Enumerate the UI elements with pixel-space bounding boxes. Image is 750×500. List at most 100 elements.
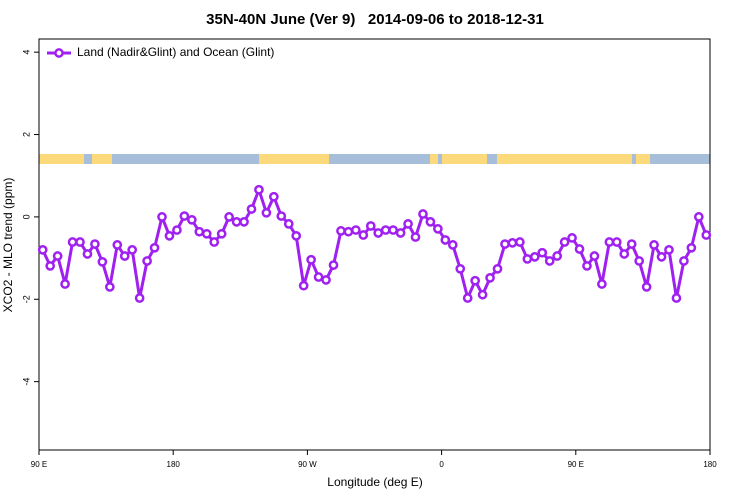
data-point bbox=[492, 263, 503, 274]
legend-marker bbox=[54, 48, 64, 58]
data-point bbox=[67, 237, 78, 247]
data-point bbox=[470, 275, 480, 286]
data-point bbox=[179, 211, 190, 221]
data-point bbox=[209, 237, 220, 247]
data-point bbox=[656, 252, 667, 262]
data-point bbox=[239, 216, 249, 227]
land bbox=[92, 154, 112, 164]
data-point bbox=[395, 228, 406, 238]
data-point bbox=[291, 231, 302, 241]
data-point bbox=[358, 230, 369, 240]
data-point bbox=[686, 242, 697, 253]
data-point bbox=[365, 221, 376, 231]
data-point bbox=[567, 233, 577, 243]
data-point bbox=[507, 238, 518, 248]
data-point bbox=[261, 207, 272, 218]
y-tick-label: -4 bbox=[21, 378, 31, 386]
legend: Land (Nadir&Glint) and Ocean (Glint) bbox=[47, 45, 274, 59]
data-point bbox=[403, 219, 413, 229]
data-point bbox=[45, 261, 56, 271]
data-point bbox=[276, 211, 287, 221]
data-point bbox=[679, 256, 689, 266]
data-point bbox=[582, 261, 592, 271]
data-point bbox=[537, 247, 548, 258]
data-point bbox=[701, 230, 712, 240]
land bbox=[430, 154, 438, 164]
data-point bbox=[410, 232, 421, 242]
data-point bbox=[447, 240, 458, 250]
ocean bbox=[39, 154, 710, 164]
data-point bbox=[231, 216, 242, 227]
data-point bbox=[216, 228, 227, 239]
data-point bbox=[246, 204, 257, 214]
data-point bbox=[269, 191, 279, 202]
data-point bbox=[142, 256, 152, 266]
data-point bbox=[522, 254, 533, 264]
data-point bbox=[611, 237, 622, 247]
data-point bbox=[440, 235, 451, 245]
data-point bbox=[351, 225, 361, 235]
data-point bbox=[60, 279, 70, 289]
data-point bbox=[298, 280, 309, 291]
data-point bbox=[604, 237, 615, 247]
data-point bbox=[119, 251, 130, 261]
data-point bbox=[134, 293, 145, 303]
data-point bbox=[559, 237, 570, 247]
plot-frame bbox=[38, 38, 711, 451]
data-point bbox=[201, 228, 212, 239]
data-point bbox=[373, 228, 384, 238]
data-point bbox=[254, 184, 264, 195]
data-point bbox=[306, 254, 316, 265]
data-point bbox=[664, 245, 674, 255]
data-point bbox=[477, 289, 488, 300]
data-point bbox=[693, 212, 704, 222]
data-point bbox=[343, 226, 354, 237]
land bbox=[442, 154, 487, 164]
x-tick-label: 90 W bbox=[298, 460, 317, 469]
data-point bbox=[75, 237, 85, 247]
data-point bbox=[104, 282, 115, 292]
data-point bbox=[388, 225, 398, 235]
data-point bbox=[97, 256, 108, 267]
data-point bbox=[433, 224, 443, 234]
data-point bbox=[619, 249, 630, 259]
data-point bbox=[380, 225, 391, 235]
x-tick-label: 90 E bbox=[568, 460, 584, 469]
data-point bbox=[336, 226, 346, 236]
data-point bbox=[90, 239, 100, 249]
y-tick-label: -2 bbox=[21, 295, 31, 303]
x-tick-label: 0 bbox=[439, 460, 444, 469]
data-point bbox=[589, 251, 600, 261]
data-point bbox=[328, 260, 339, 270]
x-tick-label: 90 E bbox=[31, 460, 47, 469]
chart-title: 35N-40N June (Ver 9) 2014-09-06 to 2018-… bbox=[206, 11, 544, 28]
y-axis-label: XCO2 - MLO trend (ppm) bbox=[1, 178, 15, 313]
x-tick-label: 180 bbox=[167, 460, 181, 469]
data-point bbox=[634, 256, 645, 266]
data-point bbox=[52, 251, 63, 261]
data-point bbox=[529, 252, 540, 262]
data-point bbox=[164, 231, 175, 241]
data-point bbox=[455, 263, 466, 274]
x-tick-label: 180 bbox=[703, 460, 717, 469]
data-point bbox=[112, 240, 123, 250]
data-point bbox=[313, 272, 324, 282]
data-point bbox=[186, 214, 197, 225]
data-point bbox=[157, 212, 167, 222]
land bbox=[39, 154, 84, 164]
data-point bbox=[649, 240, 659, 250]
data-point bbox=[515, 237, 525, 247]
data-point bbox=[172, 225, 182, 235]
data-point bbox=[485, 273, 495, 283]
data-point bbox=[671, 293, 682, 303]
data-point bbox=[552, 251, 563, 261]
data-point bbox=[641, 282, 652, 292]
land-ocean-strip bbox=[39, 154, 710, 164]
legend-label: Land (Nadir&Glint) and Ocean (Glint) bbox=[77, 45, 274, 59]
data-point bbox=[574, 244, 585, 254]
y-tick-label: 0 bbox=[21, 214, 31, 219]
data-point bbox=[462, 293, 473, 303]
land bbox=[497, 154, 632, 164]
data-point bbox=[283, 219, 294, 229]
